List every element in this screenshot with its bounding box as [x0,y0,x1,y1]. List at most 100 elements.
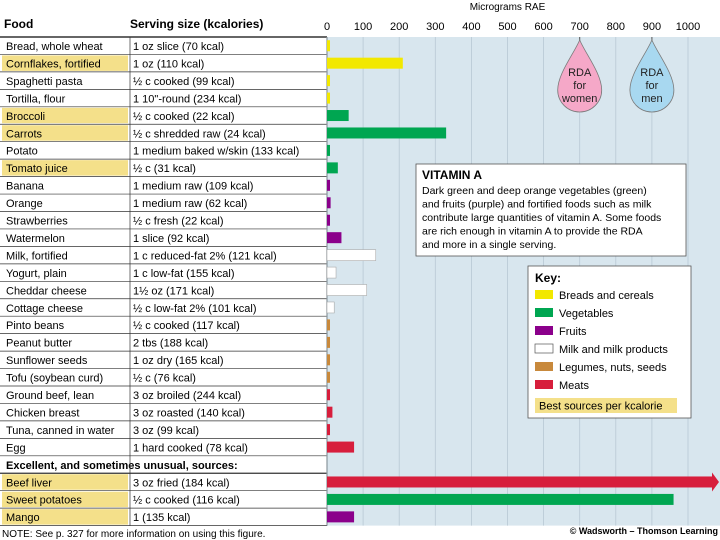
bar-beef-liver [327,476,712,488]
table-row: Orange 1 medium raw (62 kcal) [0,198,327,212]
info-box-frame [415,163,687,257]
table-row: Potato 1 medium baked w/skin (133 kcal) [0,146,327,160]
header-food: Food [4,17,33,31]
serving-size: 3 oz broiled (244 kcal) [133,390,241,402]
legend-title: Key: [535,271,561,285]
off-scale-arrow [712,472,719,492]
food-table: Food Serving size (kcalories) Bread, whole… [0,17,328,526]
serving-size: 1 (135 kcal) [133,512,190,524]
credit-line: © Wadsworth – Thomson Learning [570,526,718,536]
rda-drop [629,38,675,113]
bar-tuna-canned-in-water [327,424,330,436]
table-row: Carrots ½ c shredded raw (24 kcal) [0,125,327,143]
food-name: Tomato juice [6,163,68,175]
serving-size: ½ c cooked (99 kcal) [133,76,235,88]
table-row: Broccoli ½ c cooked (22 kcal) [0,107,327,125]
food-name: Orange [6,198,43,210]
info-box-line: are rich enough in vitamin A to provide … [422,226,643,238]
table-row: Spaghetti pasta ½ c cooked (99 kcal) [0,76,327,90]
bar-potato [327,144,330,156]
table-row: Tofu (soybean curd) ½ c (76 kcal) [0,373,327,387]
info-box-line: contribute large quantities of vitamin A… [422,212,661,224]
table-row: Tortilla, flour 1 10"-round (234 kcal) [0,93,327,108]
bars [326,40,719,523]
serving-size: 2 tbs (188 kcal) [133,338,208,350]
serving-size: ½ c (76 kcal) [133,373,196,385]
bar-peanut-butter [327,336,330,348]
bar-yogurt-plain [326,266,337,279]
food-name: Cheddar cheese [6,285,87,297]
bar-sweet-potatoes [327,493,674,505]
food-name: Yogurt, plain [6,268,67,280]
x-tick-label: 1000 [676,21,700,33]
serving-size: 1 oz dry (165 kcal) [133,355,223,367]
bar-chicken-breast [327,406,333,418]
food-name: Egg [6,442,26,454]
table-row: Beef liver 3 oz fried (184 kcal) [0,474,327,492]
table-row: Cheddar cheese 1½ oz (171 kcal) [0,285,327,300]
table-row: Chicken breast 3 oz roasted (140 kcal) [0,407,327,422]
info-box-line: and fruits (purple) and fortified foods … [422,199,652,211]
serving-size: 1 medium baked w/skin (133 kcal) [133,146,299,158]
food-name: Banana [6,181,45,193]
bar-strawberries [327,214,330,226]
legend-swatch [535,290,553,299]
best-source-highlight [2,125,128,141]
serving-size: ½ c low-fat 2% (101 kcal) [133,303,257,315]
serving-size: 3 oz roasted (140 kcal) [133,407,245,419]
info-box: VITAMIN A Dark green and deep orange vege… [415,163,687,257]
rda-label: men [641,93,662,105]
food-name: Potato [6,146,38,158]
legend-swatch [535,308,553,317]
bar-sunflower-seeds [327,354,330,366]
table-row: Banana 1 medium raw (109 kcal) [0,181,327,195]
bar-pinto-beans [327,319,330,331]
serving-size: 1 hard cooked (78 kcal) [133,442,248,454]
legend-item: Fruits [559,326,587,338]
legend-best-swatch [535,398,677,413]
serving-size: ½ c (31 kcal) [133,163,196,175]
rda-drop [557,38,603,113]
bar-cornflakes-fortified [327,57,403,69]
food-name: Strawberries [6,216,68,228]
rda-label: for [645,80,658,92]
table-row: Pinto beans ½ c cooked (117 kcal) [0,320,327,334]
bar-milk-fortified [326,249,377,261]
x-tick-label: 100 [354,21,372,33]
bar-tofu-soybean-curd- [327,371,330,383]
table-row: Tomato juice ½ c (31 kcal) [0,160,327,177]
x-tick-label: 500 [498,21,516,33]
food-name: Tuna, canned in water [6,425,115,437]
bar-carrots [327,127,447,139]
bar-banana [327,179,330,191]
table-row: Cornflakes, fortified 1 oz (110 kcal) [0,55,327,73]
legend-swatch [535,326,553,335]
x-tick-label: 300 [426,21,444,33]
food-name: Tortilla, flour [6,93,66,105]
rda-label: RDA [568,67,592,79]
bar-spaghetti-pasta [327,75,330,87]
legend-item: Legumes, nuts, seeds [559,362,667,374]
legend-item: Meats [559,380,589,392]
food-name: Pinto beans [6,320,65,332]
bar-orange [327,197,331,209]
best-source-highlight [2,509,128,525]
x-tick-label: 800 [607,21,625,33]
serving-size: ½ c shredded raw (24 kcal) [133,128,266,140]
table-row: Milk, fortified 1 c reduced-fat 2% (121 k… [0,250,327,265]
bar-egg [327,441,355,453]
food-name: Carrots [6,128,43,140]
legend-swatch [535,362,553,371]
x-axis-title: Micrograms RAE [470,2,546,13]
table-row: Sweet potatoes ½ c cooked (116 kcal) [0,491,327,509]
serving-size: 1 c low-fat (155 kcal) [133,268,234,280]
best-source-highlight [2,474,128,490]
rda-label: RDA [640,67,664,79]
legend-swatch [535,380,553,389]
best-source-highlight [2,55,128,71]
food-name: Peanut butter [6,338,72,350]
